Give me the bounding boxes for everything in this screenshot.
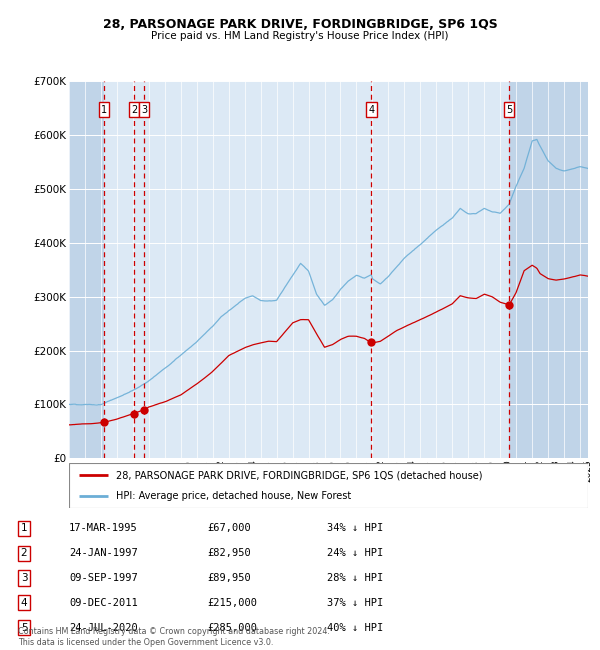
Text: £89,950: £89,950 [207,573,251,583]
Text: £285,000: £285,000 [207,623,257,632]
Text: 24-JAN-1997: 24-JAN-1997 [69,548,138,558]
Text: £215,000: £215,000 [207,598,257,608]
Text: 24-JUL-2020: 24-JUL-2020 [69,623,138,632]
Text: 09-SEP-1997: 09-SEP-1997 [69,573,138,583]
Text: 5: 5 [20,623,28,632]
Text: 3: 3 [20,573,28,583]
Text: 28, PARSONAGE PARK DRIVE, FORDINGBRIDGE, SP6 1QS (detached house): 28, PARSONAGE PARK DRIVE, FORDINGBRIDGE,… [116,470,482,480]
Text: 34% ↓ HPI: 34% ↓ HPI [327,523,383,534]
Text: 1: 1 [20,523,28,534]
Text: 28% ↓ HPI: 28% ↓ HPI [327,573,383,583]
Text: 3: 3 [141,105,147,114]
Text: 40% ↓ HPI: 40% ↓ HPI [327,623,383,632]
Text: 37% ↓ HPI: 37% ↓ HPI [327,598,383,608]
Text: 2: 2 [131,105,137,114]
Text: 28, PARSONAGE PARK DRIVE, FORDINGBRIDGE, SP6 1QS: 28, PARSONAGE PARK DRIVE, FORDINGBRIDGE,… [103,18,497,31]
Text: 4: 4 [368,105,374,114]
Text: 17-MAR-1995: 17-MAR-1995 [69,523,138,534]
Text: 2: 2 [20,548,28,558]
Bar [69,81,104,458]
Text: 09-DEC-2011: 09-DEC-2011 [69,598,138,608]
Text: £82,950: £82,950 [207,548,251,558]
Text: 1: 1 [101,105,107,114]
Text: 5: 5 [506,105,512,114]
Text: Contains HM Land Registry data © Crown copyright and database right 2024.
This d: Contains HM Land Registry data © Crown c… [18,627,330,647]
Text: 24% ↓ HPI: 24% ↓ HPI [327,548,383,558]
Text: £67,000: £67,000 [207,523,251,534]
Bar [509,81,588,458]
Text: HPI: Average price, detached house, New Forest: HPI: Average price, detached house, New … [116,491,351,501]
Text: Price paid vs. HM Land Registry's House Price Index (HPI): Price paid vs. HM Land Registry's House … [151,31,449,41]
Text: 4: 4 [20,598,28,608]
